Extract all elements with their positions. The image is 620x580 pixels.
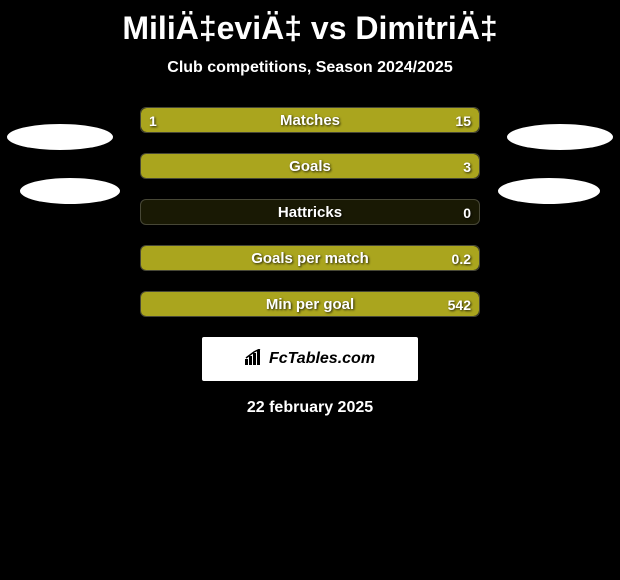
stat-bar: Matches1 15	[140, 107, 480, 133]
season-subtitle: Club competitions, Season 2024/2025	[0, 59, 620, 77]
logo-text: FcTables.com	[269, 350, 375, 368]
stat-bar: Hattricks0	[140, 199, 480, 225]
fctables-logo: FcTables.com	[202, 337, 418, 381]
stat-bar: Goals per match0.2	[140, 245, 480, 271]
player1-badge-1	[7, 124, 113, 150]
player1-badge-2	[20, 178, 120, 204]
stats-bars-container: Matches1 15 Goals3 Hattricks0 Goals per matc…	[140, 107, 480, 317]
bar-value-right: 542	[448, 292, 471, 317]
player2-badge-1	[507, 124, 613, 150]
bar-label: Min per goal	[141, 292, 479, 317]
bar-label: Matches	[141, 108, 479, 133]
bar-value-right: 0	[463, 200, 471, 225]
comparison-title: MiliÄ‡eviÄ‡ vs DimitriÄ‡	[0, 0, 620, 47]
bar-value-right: 15	[455, 108, 471, 133]
stat-bar: Goals3	[140, 153, 480, 179]
player2-badge-2	[498, 178, 600, 204]
bar-value-right: 3	[463, 154, 471, 179]
stat-bar: Min per goal542	[140, 291, 480, 317]
bar-value-right: 0.2	[452, 246, 471, 271]
date-text: 22 february 2025	[0, 399, 620, 417]
bar-label: Goals per match	[141, 246, 479, 271]
chart-icon	[245, 349, 263, 370]
bar-label: Goals	[141, 154, 479, 179]
bar-label: Hattricks	[141, 200, 479, 225]
bar-value-left: 1	[149, 108, 157, 133]
